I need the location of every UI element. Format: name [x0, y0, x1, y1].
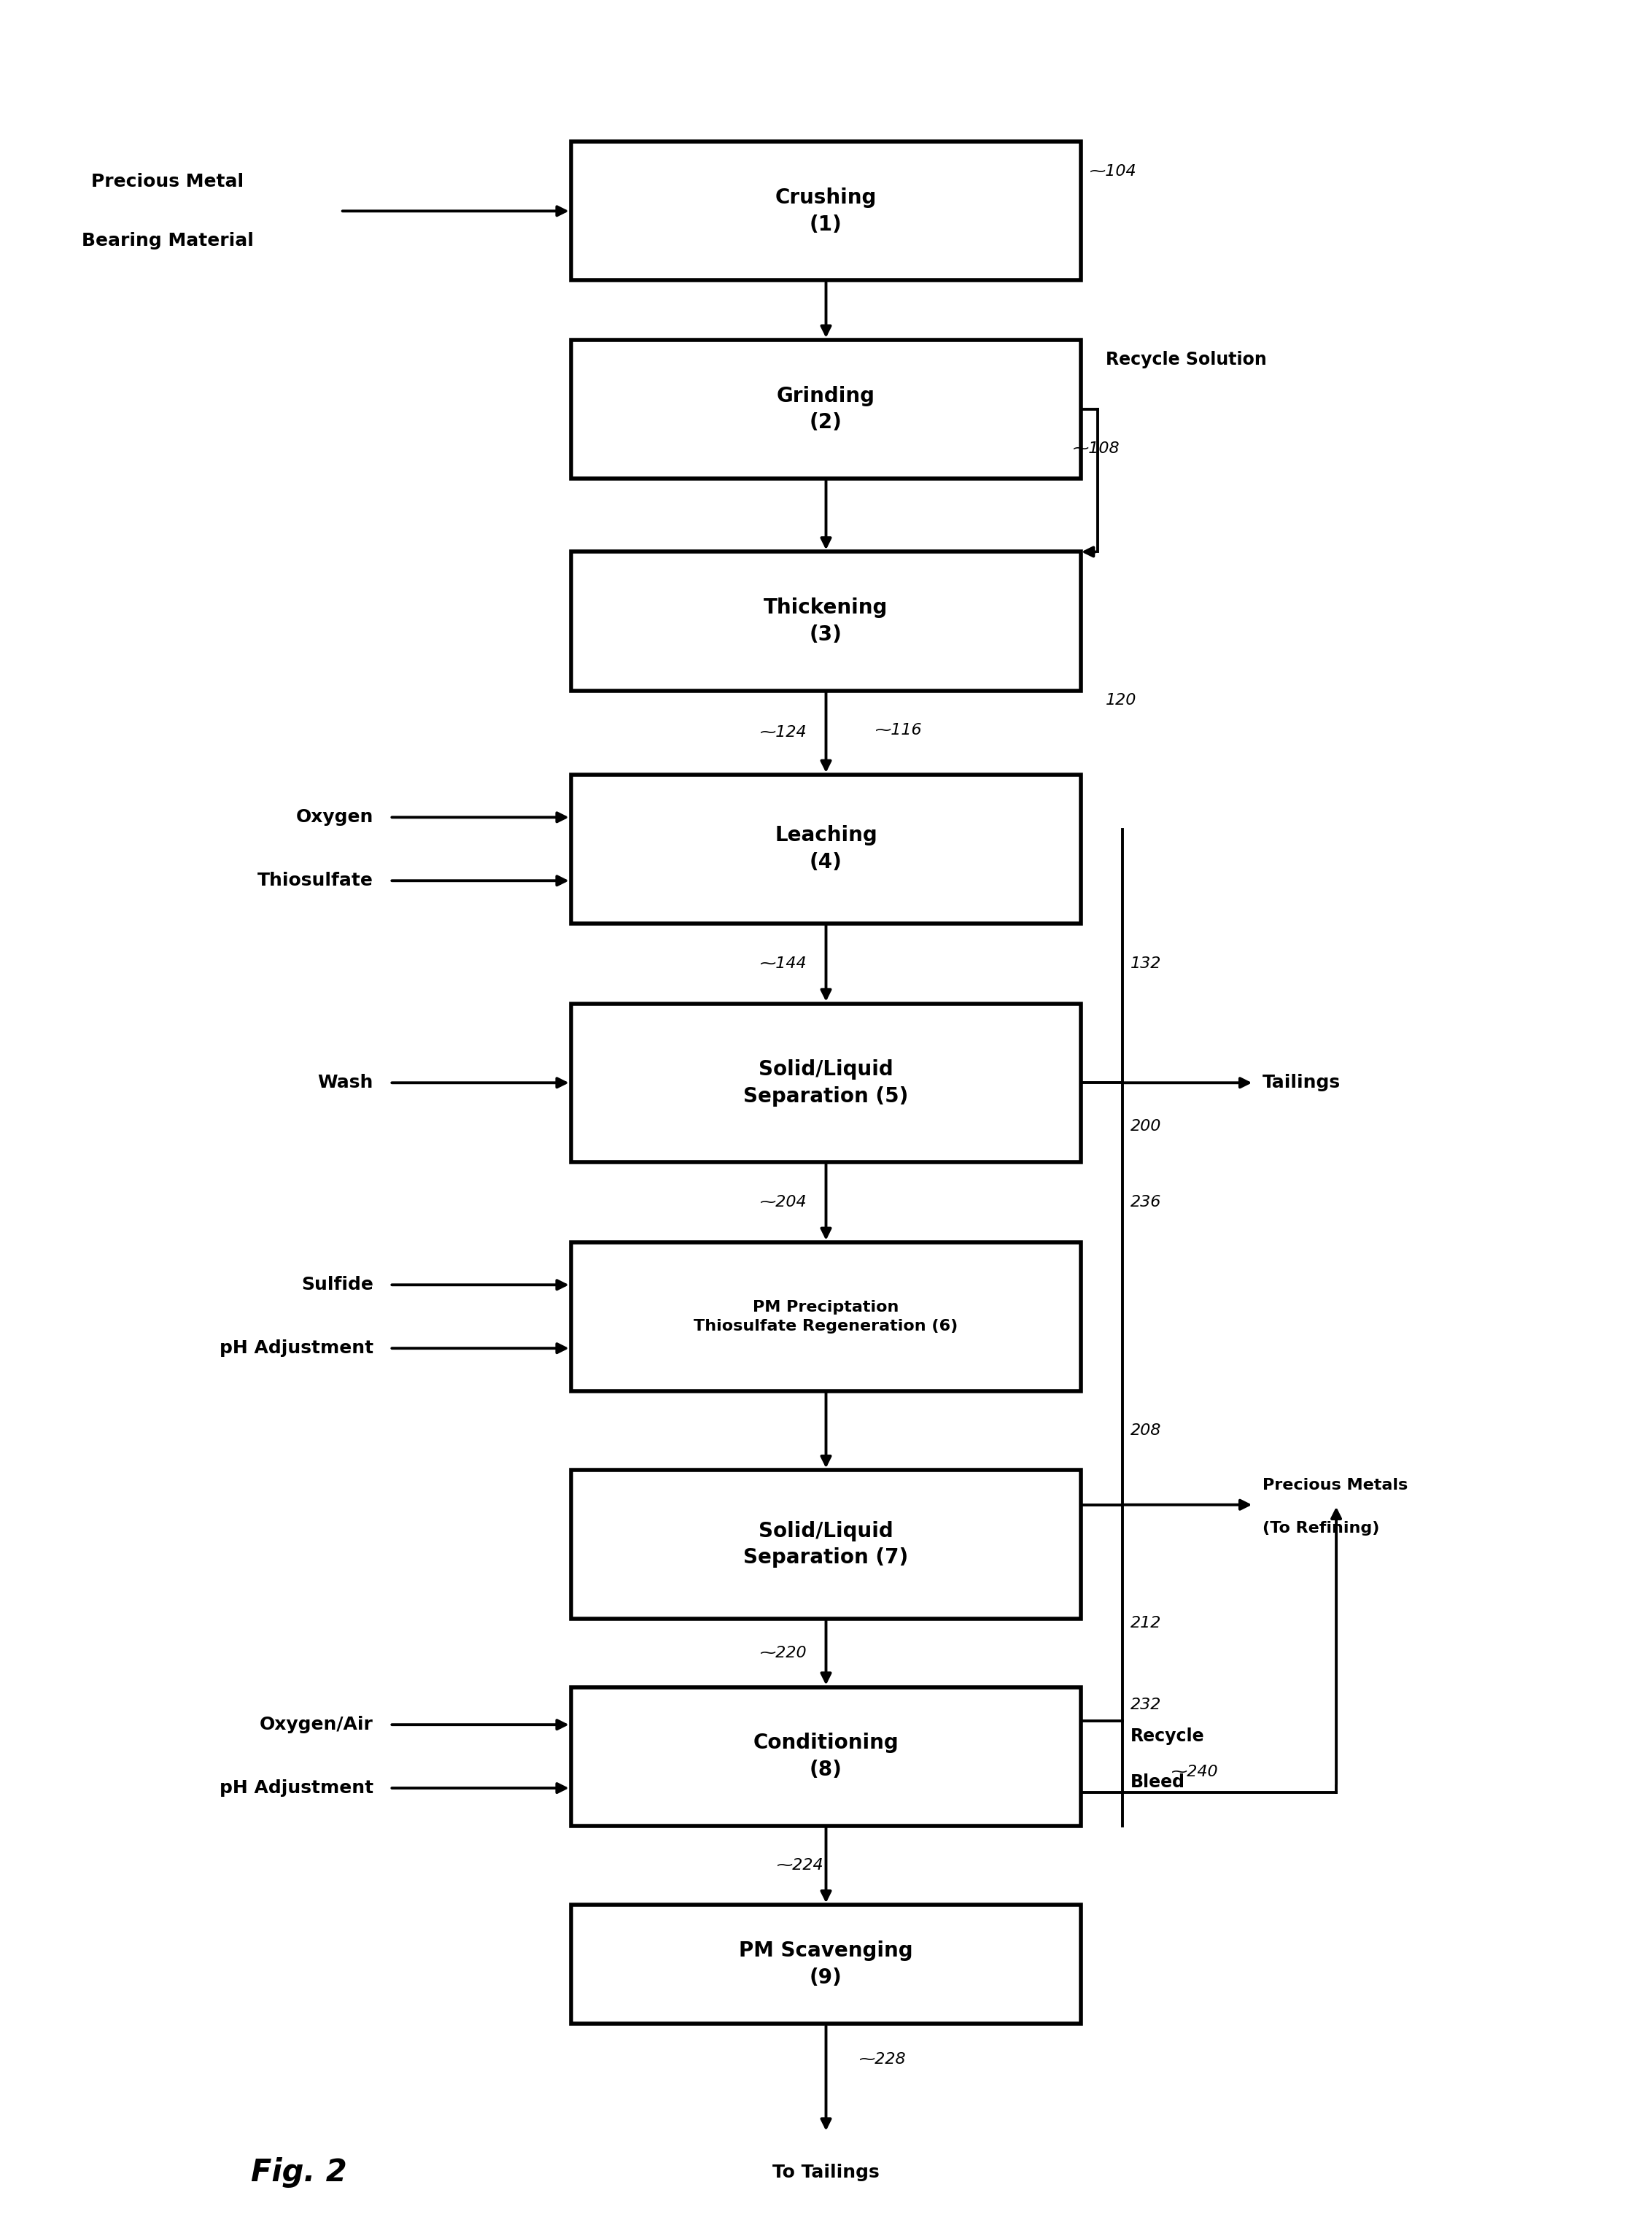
Text: To Tailings: To Tailings: [773, 2163, 879, 2180]
Text: 132: 132: [1130, 957, 1161, 970]
FancyBboxPatch shape: [572, 1003, 1080, 1161]
Text: Precious Metal: Precious Metal: [91, 174, 244, 189]
Text: 232: 232: [1130, 1698, 1161, 1713]
Text: Oxygen: Oxygen: [296, 808, 373, 825]
FancyBboxPatch shape: [572, 1471, 1080, 1620]
FancyBboxPatch shape: [572, 142, 1080, 280]
Text: Solid/Liquid
Separation (5): Solid/Liquid Separation (5): [743, 1059, 909, 1106]
Text: Bleed: Bleed: [1130, 1773, 1184, 1791]
FancyBboxPatch shape: [572, 1905, 1080, 2025]
FancyBboxPatch shape: [572, 340, 1080, 478]
Text: ⁓104: ⁓104: [1089, 165, 1137, 178]
Text: Oxygen/Air: Oxygen/Air: [259, 1715, 373, 1733]
Text: ⁓124: ⁓124: [760, 725, 808, 741]
FancyBboxPatch shape: [572, 552, 1080, 690]
Text: (To Refining): (To Refining): [1262, 1522, 1379, 1535]
Text: 236: 236: [1130, 1195, 1161, 1210]
Text: ⁓204: ⁓204: [760, 1195, 808, 1210]
Text: Solid/Liquid
Separation (7): Solid/Liquid Separation (7): [743, 1520, 909, 1569]
Text: 120: 120: [1105, 694, 1137, 708]
Text: Sulfide: Sulfide: [301, 1277, 373, 1293]
FancyBboxPatch shape: [572, 1242, 1080, 1391]
Text: ⁓220: ⁓220: [760, 1646, 808, 1660]
Text: 212: 212: [1130, 1615, 1161, 1631]
FancyBboxPatch shape: [572, 1687, 1080, 1827]
Text: ⁓240: ⁓240: [1171, 1764, 1219, 1780]
Text: Fig. 2: Fig. 2: [251, 2156, 347, 2187]
Text: ⁓116: ⁓116: [876, 723, 922, 736]
Text: Recycle: Recycle: [1130, 1729, 1204, 1744]
Text: Wash: Wash: [317, 1075, 373, 1092]
Text: pH Adjustment: pH Adjustment: [220, 1339, 373, 1357]
Text: Bearing Material: Bearing Material: [81, 231, 254, 249]
Text: Precious Metals: Precious Metals: [1262, 1477, 1408, 1493]
Text: Crushing
(1): Crushing (1): [775, 187, 877, 234]
Text: pH Adjustment: pH Adjustment: [220, 1780, 373, 1798]
Text: ⁓144: ⁓144: [760, 957, 808, 970]
Text: Recycle Solution: Recycle Solution: [1105, 352, 1267, 369]
Text: Thickening
(3): Thickening (3): [763, 599, 889, 645]
Text: Leaching
(4): Leaching (4): [775, 825, 877, 872]
Text: ⁓228: ⁓228: [859, 2051, 905, 2067]
Text: 200: 200: [1130, 1119, 1161, 1135]
Text: Conditioning
(8): Conditioning (8): [753, 1733, 899, 1780]
Text: Thiosulfate: Thiosulfate: [258, 872, 373, 890]
FancyBboxPatch shape: [572, 774, 1080, 923]
Text: Tailings: Tailings: [1262, 1075, 1340, 1092]
Text: PM Preciptation
Thiosulfate Regeneration (6): PM Preciptation Thiosulfate Regeneration…: [694, 1299, 958, 1333]
Text: PM Scavenging
(9): PM Scavenging (9): [738, 1940, 914, 1989]
Text: ⁓108: ⁓108: [1072, 441, 1120, 456]
Text: 208: 208: [1130, 1424, 1161, 1437]
Text: Grinding
(2): Grinding (2): [776, 385, 876, 434]
Text: ⁓224: ⁓224: [776, 1858, 824, 1873]
